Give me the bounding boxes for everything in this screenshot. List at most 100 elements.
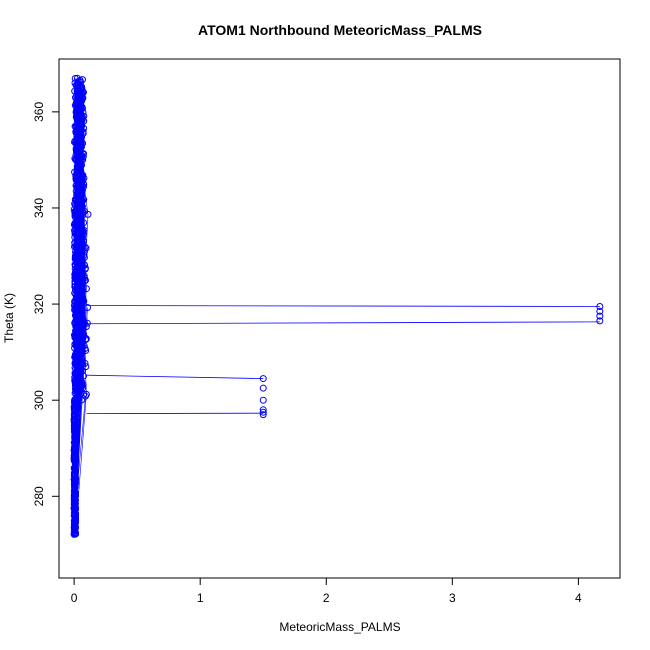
data-point — [82, 323, 90, 331]
data-point — [79, 108, 87, 116]
data-point — [72, 403, 79, 411]
data-point — [73, 133, 81, 141]
data-point — [71, 490, 79, 498]
data-point — [79, 297, 87, 305]
series-line-segment — [86, 374, 264, 379]
data-point — [73, 122, 81, 129]
data-point — [71, 75, 79, 82]
data-point — [80, 254, 88, 261]
x-tick-label: 2 — [323, 591, 330, 605]
data-point — [72, 182, 80, 190]
y-tick-label: 280 — [32, 486, 46, 506]
data-point — [73, 285, 81, 293]
data-point — [80, 372, 87, 380]
data-point — [74, 321, 82, 329]
y-tick-label: 340 — [32, 198, 46, 218]
data-point — [71, 389, 79, 397]
data-point — [74, 153, 82, 161]
y-tick-label: 320 — [32, 294, 46, 314]
data-point — [80, 150, 87, 158]
data-point-outlier — [259, 408, 267, 416]
data-point — [82, 335, 90, 343]
data-point — [73, 74, 81, 82]
data-point — [73, 309, 81, 317]
data-point — [72, 138, 80, 146]
data-point — [72, 339, 80, 347]
data-point — [73, 101, 81, 109]
data-point — [74, 269, 82, 277]
data-point-outlier — [259, 375, 267, 383]
data-point — [74, 238, 82, 246]
x-tick-label: 1 — [197, 591, 204, 605]
data-point — [71, 208, 79, 216]
data-point — [79, 128, 87, 136]
data-point — [82, 276, 89, 284]
data-point — [80, 390, 88, 398]
data-point — [72, 373, 80, 381]
data-point — [74, 332, 82, 340]
data-point — [81, 336, 89, 344]
data-point — [82, 285, 90, 293]
data-point-outlier — [596, 307, 604, 315]
plot-frame — [58, 58, 621, 579]
data-point-outlier — [259, 396, 267, 404]
y-tick-label: 360 — [32, 102, 46, 122]
data-point-outlier — [596, 312, 604, 320]
data-point — [74, 342, 81, 350]
data-point — [75, 187, 83, 195]
data-point — [71, 482, 79, 490]
data-point — [77, 142, 85, 150]
y-tick-label: 300 — [32, 390, 46, 410]
data-point — [80, 196, 88, 204]
x-tick-label: 0 — [71, 591, 78, 605]
data-point — [71, 376, 79, 384]
data-point — [73, 256, 80, 264]
data-point — [73, 148, 80, 156]
data-point — [71, 505, 79, 513]
data-point — [77, 385, 85, 393]
data-point — [71, 399, 78, 407]
data-point — [84, 210, 92, 218]
data-point — [74, 198, 81, 206]
data-point — [71, 428, 79, 436]
data-point — [82, 390, 90, 398]
data-point — [72, 466, 79, 474]
data-point — [77, 98, 85, 106]
data-point — [71, 477, 79, 485]
data-point — [72, 400, 80, 408]
data-point — [75, 160, 83, 168]
data-point — [72, 514, 79, 522]
x-axis: 0 1 2 3 4 — [71, 577, 582, 605]
data-point — [76, 87, 84, 95]
series-points — [70, 74, 604, 538]
data-point — [83, 319, 91, 327]
data-point — [71, 521, 78, 529]
data-point — [77, 230, 85, 238]
data-point — [78, 170, 86, 178]
data-point — [73, 386, 81, 394]
data-point-outlier — [259, 406, 267, 414]
data-point-outlier — [259, 411, 267, 419]
y-axis: 280 300 320 340 360 — [32, 102, 59, 506]
data-point — [71, 516, 79, 524]
data-point — [71, 87, 79, 95]
data-point — [71, 502, 79, 510]
data-point — [80, 261, 88, 269]
data-point — [73, 111, 81, 119]
chart-title: ATOM1 Northbound MeteoricMass_PALMS — [198, 22, 482, 38]
x-axis-label: MeteoricMass_PALMS — [279, 620, 400, 634]
series-line-segment — [86, 321, 600, 325]
data-point — [71, 449, 79, 456]
data-point — [71, 445, 78, 453]
data-point — [72, 302, 79, 310]
series-lines — [73, 78, 600, 535]
data-point — [78, 381, 86, 389]
data-point — [73, 353, 81, 361]
data-point — [75, 129, 83, 137]
data-point — [71, 437, 79, 445]
data-point — [71, 423, 79, 431]
data-point — [71, 331, 78, 339]
data-point — [72, 268, 79, 276]
data-point — [81, 243, 89, 251]
data-point-outlier — [259, 384, 267, 392]
